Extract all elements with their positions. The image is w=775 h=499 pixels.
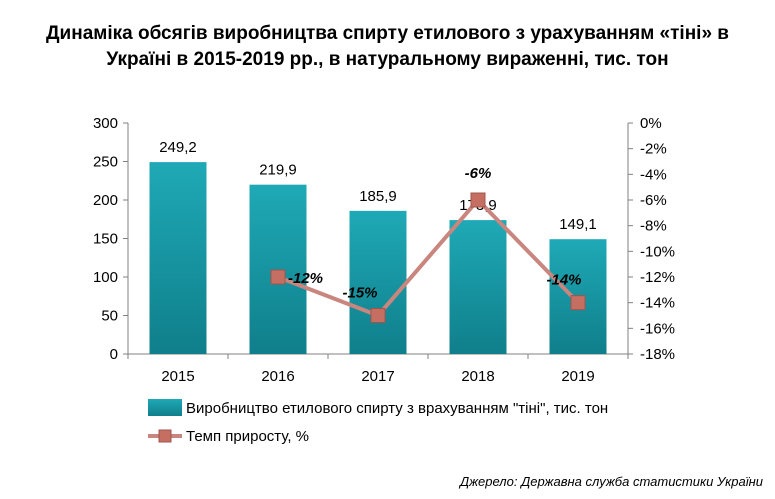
- legend-bar-swatch: [148, 399, 182, 416]
- right-axis-tick-label: -14%: [640, 295, 675, 312]
- legend-line-marker: [158, 429, 172, 443]
- x-axis-tick-label: 2016: [261, 368, 294, 385]
- bar-2016: [249, 184, 307, 354]
- bar-2017: [349, 210, 407, 354]
- left-axis-tick-label: 250: [93, 154, 118, 171]
- right-axis-tick-label: -2%: [640, 141, 667, 158]
- left-axis-tick-label: 50: [101, 308, 118, 325]
- bar-2018: [449, 220, 507, 354]
- growth-rate-marker: [370, 308, 386, 323]
- right-axis-tick-label: -18%: [640, 346, 675, 363]
- x-axis-tick-label: 2019: [561, 368, 594, 385]
- left-axis-tick-label: 200: [93, 192, 118, 209]
- legend-line-label: Темп приросту, %: [186, 428, 309, 445]
- right-axis-tick-label: -12%: [640, 269, 675, 286]
- x-axis-tick-label: 2018: [461, 368, 494, 385]
- x-axis-tick-label: 2015: [161, 368, 194, 385]
- bar-value-label: 185,9: [359, 188, 397, 205]
- growth-rate-line: [277, 197, 580, 318]
- bar-value-label: 149,1: [559, 216, 597, 233]
- chart-title-line-1: Динаміка обсягів виробництва спирту етил…: [46, 23, 729, 44]
- left-axis-tick-label: 300: [93, 115, 118, 132]
- growth-rate-marker: [470, 192, 486, 208]
- source-note: Джерело: Державна служба статистики Укра…: [459, 474, 763, 489]
- growth-rate-marker: [270, 269, 286, 285]
- growth-rate-label: -12%: [288, 270, 323, 287]
- bar-2015: [149, 162, 207, 354]
- growth-rate-label: -15%: [342, 285, 377, 302]
- right-axis-tick-label: -8%: [640, 218, 667, 235]
- growth-rate-marker: [570, 295, 586, 311]
- right-axis-tick-label: -4%: [640, 166, 667, 183]
- growth-rate-label: -6%: [465, 165, 492, 182]
- left-axis-tick-label: 150: [93, 231, 118, 248]
- right-axis-tick-label: 0%: [640, 115, 662, 132]
- left-axis-tick-label: 0: [110, 346, 118, 363]
- growth-rate-label: -14%: [546, 272, 581, 289]
- legend-bar-label: Виробництво етилового спирту з врахуванн…: [186, 400, 608, 417]
- bar-value-label: 219,9: [259, 162, 297, 179]
- x-axis-tick-label: 2017: [361, 368, 394, 385]
- right-axis-tick-label: -6%: [640, 192, 667, 209]
- right-axis-tick-label: -10%: [640, 243, 675, 260]
- right-axis-tick-label: -16%: [640, 320, 675, 337]
- chart-title-line-2: Україні в 2015-2019 рр., в натуральному …: [106, 49, 669, 70]
- left-axis-tick-label: 100: [93, 269, 118, 286]
- bar-value-label: 249,2: [159, 139, 197, 156]
